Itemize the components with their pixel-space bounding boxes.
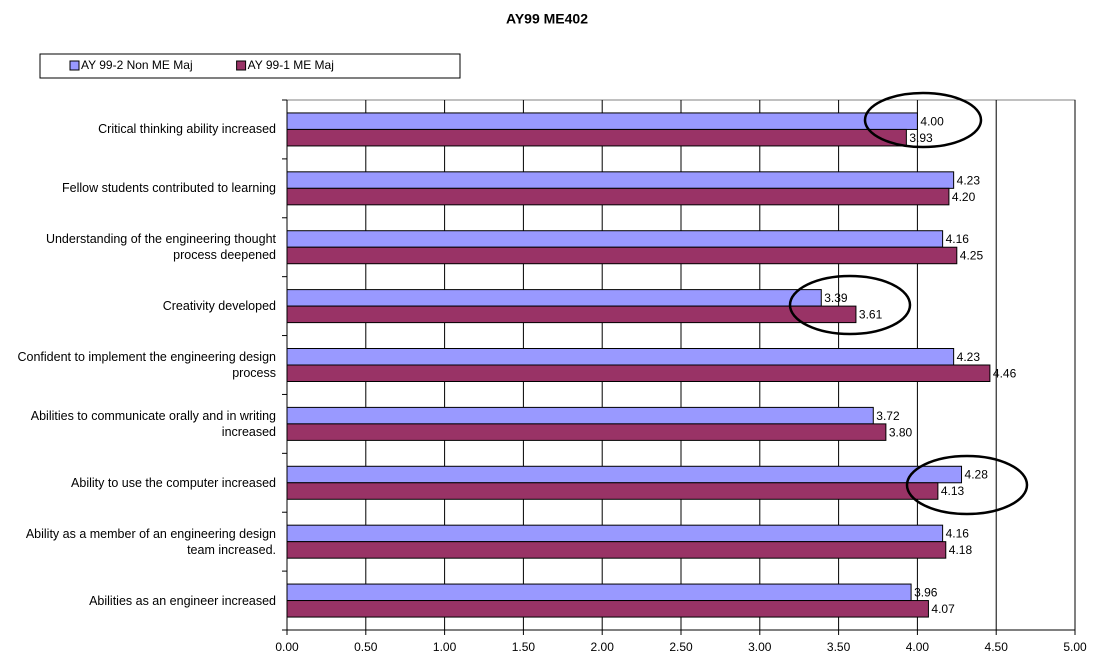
data-label: 4.16: [946, 527, 970, 541]
x-tick-label: 0.50: [354, 640, 378, 654]
x-tick-label: 3.50: [827, 640, 851, 654]
y-tick-label: Abilities as an engineer increased: [0, 571, 276, 630]
y-tick-text: Critical thinking ability increased: [98, 122, 276, 137]
y-tick-text: Ability as a member of an engineering de…: [25, 526, 276, 557]
data-label: 4.18: [949, 543, 973, 557]
legend-swatch: [236, 60, 247, 71]
x-tick-label: 1.50: [512, 640, 536, 654]
bar: [286, 171, 955, 189]
bar: [286, 230, 944, 248]
y-tick-label: Critical thinking ability increased: [0, 100, 276, 159]
legend-label: AY 99-1 ME Maj: [248, 58, 334, 72]
bar: [286, 583, 912, 602]
y-tick-text: Abilities to communicate orally and in w…: [30, 408, 276, 439]
bar: [286, 364, 991, 382]
highlight-ellipse: [905, 454, 1029, 516]
data-label: 3.39: [824, 291, 848, 305]
x-tick-label: 2.00: [591, 640, 615, 654]
legend-swatch: [69, 60, 80, 71]
y-tick-label: Abilities to communicate orally and in w…: [0, 394, 276, 453]
bar: [286, 128, 907, 147]
x-tick-label: 5.00: [1063, 640, 1087, 654]
data-label: 4.16: [946, 232, 970, 246]
data-label: 4.46: [993, 366, 1017, 380]
data-label: 3.93: [909, 131, 933, 145]
legend-label: AY 99-2 Non ME Maj: [81, 58, 193, 72]
y-tick-text: Abilities as an engineer increased: [89, 593, 276, 608]
data-label: 3.80: [889, 425, 913, 439]
data-label: 3.61: [859, 308, 883, 322]
bar: [286, 305, 857, 324]
data-label: 4.25: [960, 249, 984, 263]
y-tick-label: Ability as a member of an engineering de…: [0, 512, 276, 571]
data-label: 4.00: [920, 114, 944, 128]
y-tick-label: Creativity developed: [0, 277, 276, 336]
y-tick-text: Fellow students contributed to learning: [61, 181, 276, 196]
legend-box: [39, 53, 461, 79]
y-tick-text: Creativity developed: [162, 299, 276, 314]
bar: [286, 348, 955, 366]
chart-title: AY99 ME402: [506, 11, 588, 27]
data-label: 4.20: [952, 190, 976, 204]
bar: [286, 541, 947, 559]
bar: [286, 482, 939, 500]
x-tick-label: 4.00: [906, 640, 930, 654]
x-tick-label: 2.50: [669, 640, 693, 654]
bar: [286, 600, 929, 618]
bar: [286, 524, 944, 543]
bar: [286, 289, 822, 307]
y-tick-text: Confident to implement the engineering d…: [17, 349, 276, 380]
data-label: 4.23: [957, 350, 981, 364]
data-label: 3.72: [876, 409, 900, 423]
y-tick-label: Understanding of the engineering thought…: [0, 218, 276, 277]
bar: [286, 423, 887, 441]
y-tick-text: Ability to use the computer increased: [71, 475, 276, 490]
data-label: 4.28: [965, 468, 989, 482]
y-tick-label: Fellow students contributed to learning: [0, 159, 276, 218]
bar: [286, 187, 950, 206]
y-tick-text: Understanding of the engineering thought…: [45, 232, 276, 263]
y-tick-label: Ability to use the computer increased: [0, 453, 276, 512]
data-label: 4.07: [931, 602, 955, 616]
y-tick-label: Confident to implement the engineering d…: [0, 336, 276, 395]
bar: [286, 246, 958, 265]
x-tick-label: 3.00: [748, 640, 772, 654]
highlight-ellipse: [863, 91, 983, 149]
bar: [286, 406, 874, 425]
bar: [286, 465, 963, 484]
bar: [286, 112, 918, 130]
x-tick-label: 0.00: [275, 640, 299, 654]
x-tick-label: 4.50: [985, 640, 1009, 654]
highlight-ellipse: [788, 274, 912, 336]
data-label: 4.23: [957, 173, 981, 187]
x-tick-label: 1.00: [433, 640, 457, 654]
data-label: 4.13: [941, 484, 965, 498]
data-label: 3.96: [914, 585, 938, 599]
